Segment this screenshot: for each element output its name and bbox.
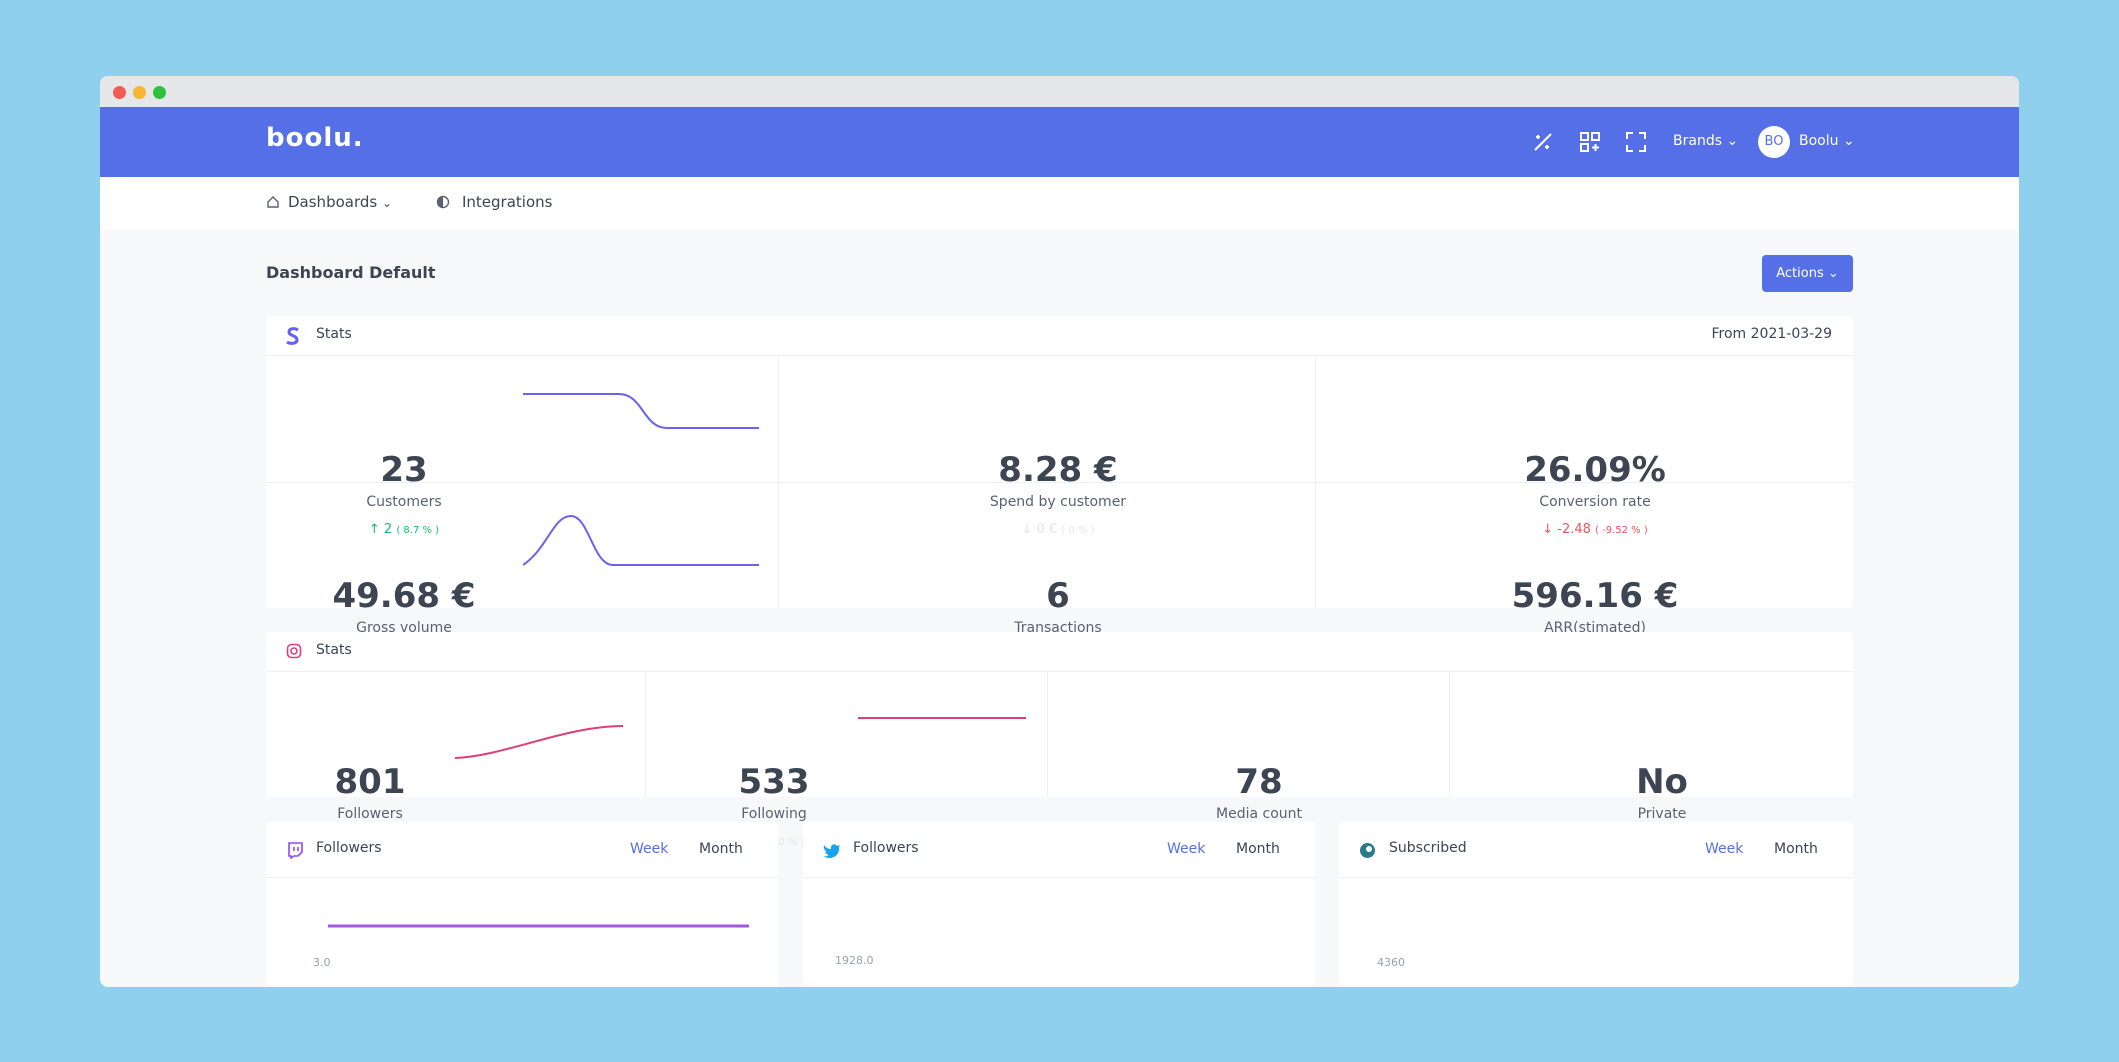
tab-week[interactable]: Week bbox=[630, 841, 669, 857]
browser-window: boolu. Brands ⌄ BO Boolu ⌄ Dashboards ⌄ … bbox=[100, 76, 2019, 987]
mailchimp-chart-card: SubscribedWeekMonth43604350 bbox=[1339, 822, 1853, 987]
stripe-card: Stats From 2021-03-29 23 Customers ↑ 2 ( 8… bbox=[266, 316, 1853, 663]
divider bbox=[803, 877, 1315, 878]
divider bbox=[1449, 671, 1450, 797]
stat-change: ↑ 2 ( 8.7 % ) bbox=[369, 522, 439, 537]
divider bbox=[645, 671, 646, 797]
twitter-icon bbox=[823, 844, 840, 858]
stat-value: 596.16 € bbox=[1511, 576, 1679, 616]
stat-label: Private bbox=[1637, 806, 1687, 822]
stat-label: Customers bbox=[366, 494, 442, 510]
minimize-dot[interactable] bbox=[133, 86, 146, 99]
chart-title: Followers bbox=[316, 840, 382, 856]
change-value: ↓ 0 € bbox=[1021, 522, 1058, 537]
stat-value: 533 bbox=[738, 762, 810, 802]
page-title: Dashboard Default bbox=[266, 263, 436, 282]
twitch-chart-card: Followers Week Month 3.0 bbox=[266, 822, 778, 987]
brands-menu[interactable]: Brands ⌄ bbox=[1673, 133, 1739, 149]
instagram-icon bbox=[286, 643, 302, 659]
stat-value: 801 bbox=[334, 762, 406, 802]
stat-value: 49.68 € bbox=[332, 576, 476, 616]
mailchimp-icon bbox=[1360, 843, 1375, 858]
apps-icon[interactable] bbox=[1579, 131, 1601, 153]
stat-value: 26.09% bbox=[1524, 450, 1666, 490]
tab-week[interactable]: Week bbox=[1167, 841, 1206, 857]
card-title: Stats bbox=[316, 642, 352, 658]
nav-dashboards[interactable]: Dashboards ⌄ bbox=[288, 193, 393, 211]
change-percent: ( 8.7 % ) bbox=[396, 525, 440, 536]
tab-month[interactable]: Month bbox=[699, 841, 743, 857]
divider bbox=[266, 877, 778, 878]
stat-value: 6 bbox=[1046, 576, 1070, 616]
stripe-icon bbox=[286, 327, 299, 345]
stat-change: ↓ -2.48 ( -9.52 % ) bbox=[1542, 522, 1648, 537]
divider bbox=[266, 671, 1853, 672]
divider bbox=[1315, 355, 1316, 608]
tab-week[interactable]: Week bbox=[1705, 841, 1744, 857]
stat-value: 23 bbox=[380, 450, 428, 490]
stat-change: ↓ 0 € ( 0 % ) bbox=[1021, 522, 1094, 537]
stat-label: Followers bbox=[337, 806, 403, 822]
date-range: From 2021-03-29 bbox=[1711, 326, 1833, 342]
title-bar bbox=[100, 76, 2019, 107]
y-tick-label: 4360 bbox=[1377, 956, 1405, 969]
maximize-dot[interactable] bbox=[153, 86, 166, 99]
card-title: Stats bbox=[316, 326, 352, 342]
tab-month[interactable]: Month bbox=[1236, 841, 1280, 857]
stat-value: No bbox=[1636, 762, 1688, 802]
actions-button[interactable]: Actions ⌄ bbox=[1762, 255, 1853, 292]
close-dot[interactable] bbox=[113, 86, 126, 99]
fullscreen-icon[interactable] bbox=[1625, 131, 1647, 153]
followers-line bbox=[328, 924, 749, 928]
stat-label: Following bbox=[741, 806, 807, 822]
change-percent: ( 0 % ) bbox=[771, 837, 805, 848]
divider bbox=[1047, 671, 1048, 797]
following-sparkline bbox=[858, 717, 1026, 719]
followers-sparkline bbox=[455, 725, 624, 759]
change-percent: ( 0 % ) bbox=[1061, 525, 1095, 536]
change-value: ↓ -2.48 bbox=[1542, 522, 1591, 537]
y-tick-label: 1928.0 bbox=[835, 954, 874, 967]
user-menu[interactable]: Boolu ⌄ bbox=[1799, 133, 1855, 149]
chart-title: Followers bbox=[853, 840, 919, 856]
divider bbox=[1339, 877, 1853, 878]
avatar[interactable]: BO bbox=[1758, 126, 1790, 158]
chart-title: Subscribed bbox=[1389, 840, 1467, 856]
stat-label: Spend by customer bbox=[989, 494, 1127, 510]
stat-label: Conversion rate bbox=[1539, 494, 1651, 510]
divider bbox=[266, 482, 1853, 483]
nav-integrations[interactable]: Integrations bbox=[462, 193, 553, 211]
integrations-icon bbox=[436, 195, 450, 209]
tab-month[interactable]: Month bbox=[1774, 841, 1818, 857]
stat-label: Media count bbox=[1216, 806, 1302, 822]
change-percent: ( -9.52 % ) bbox=[1595, 525, 1648, 536]
divider bbox=[778, 355, 779, 608]
magic-icon[interactable] bbox=[1532, 131, 1554, 153]
home-icon bbox=[267, 196, 279, 208]
divider bbox=[266, 355, 1853, 356]
stat-value: 78 bbox=[1235, 762, 1283, 802]
change-value: ↑ 2 bbox=[368, 522, 393, 537]
y-tick-label: 3.0 bbox=[313, 956, 331, 969]
twitch-icon bbox=[288, 842, 303, 859]
gross-volume-sparkline bbox=[523, 514, 759, 566]
customers-sparkline bbox=[523, 393, 759, 429]
top-header: boolu. Brands ⌄ BO Boolu ⌄ bbox=[100, 107, 2019, 177]
nav-bar: Dashboards ⌄ Integrations bbox=[100, 177, 2019, 230]
stat-value: 8.28 € bbox=[998, 450, 1118, 490]
logo[interactable]: boolu. bbox=[266, 123, 364, 153]
